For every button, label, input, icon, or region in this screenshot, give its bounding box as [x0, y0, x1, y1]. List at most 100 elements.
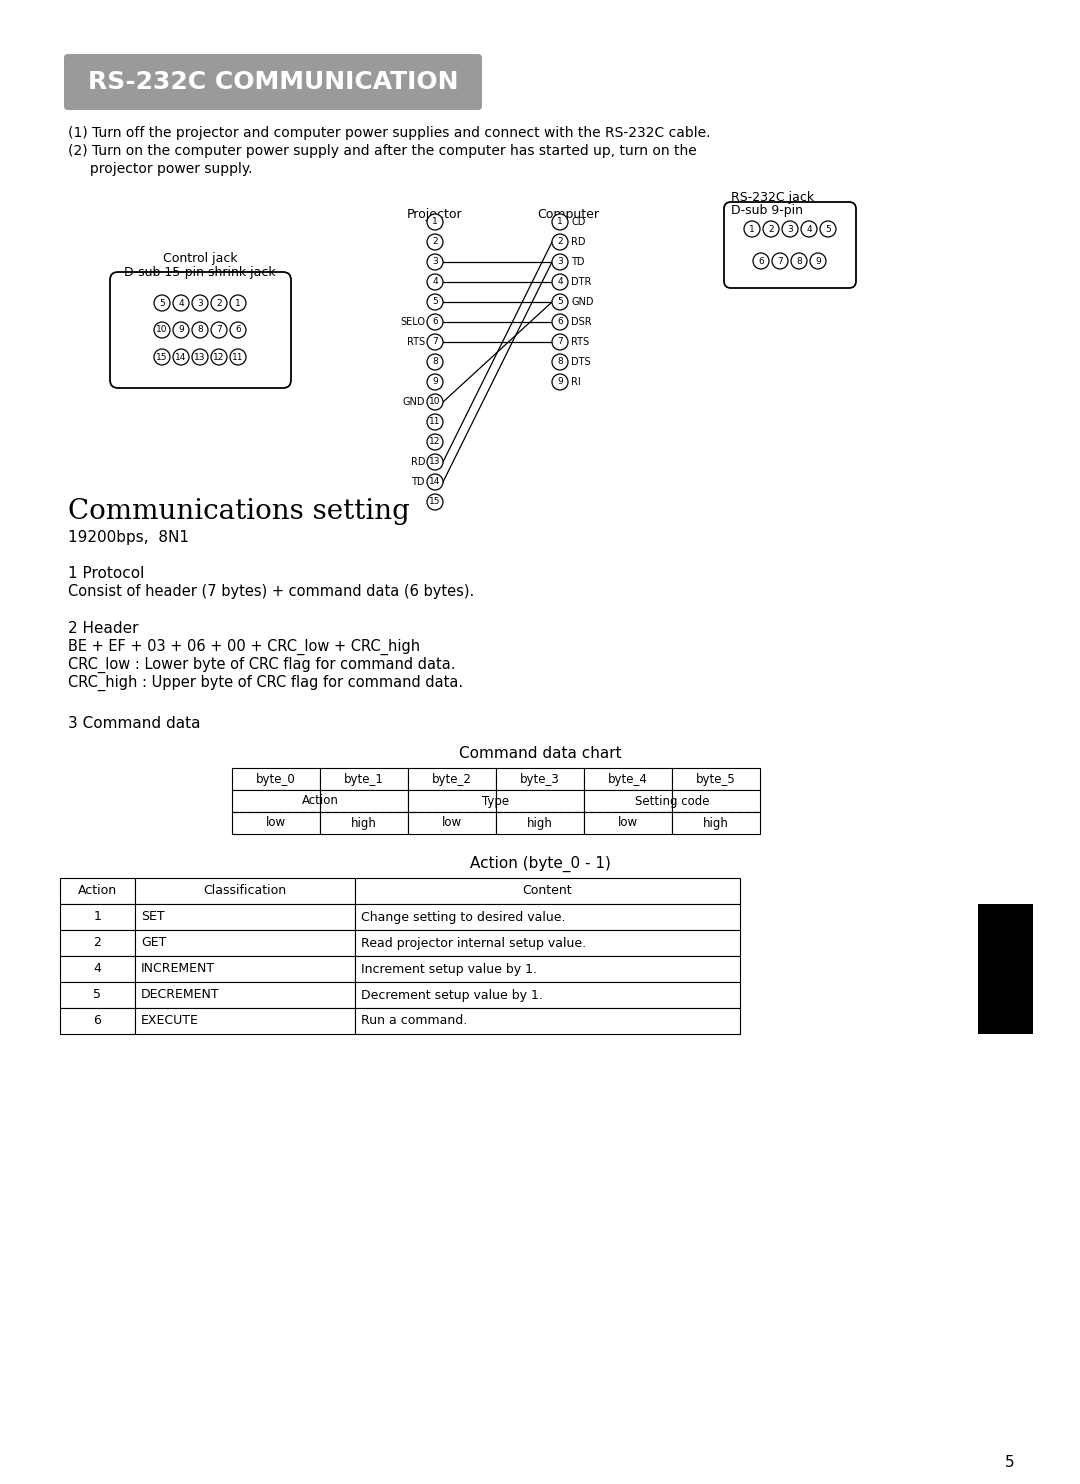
Text: GND: GND [571, 297, 594, 307]
Text: 5: 5 [159, 298, 165, 307]
Circle shape [552, 294, 568, 310]
Bar [355, 956, 740, 982]
Circle shape [192, 322, 208, 338]
Text: byte_0: byte_0 [256, 773, 296, 785]
Text: Read projector internal setup value.: Read projector internal setup value. [361, 936, 586, 950]
Circle shape [173, 322, 189, 338]
Text: 9: 9 [557, 377, 563, 386]
Bar [135, 1008, 355, 1034]
Circle shape [762, 221, 779, 237]
Text: Increment setup value by 1.: Increment setup value by 1. [361, 963, 537, 975]
Text: high: high [527, 816, 553, 830]
Text: EXECUTE: EXECUTE [141, 1015, 199, 1027]
Text: 1: 1 [432, 218, 437, 227]
Circle shape [552, 234, 568, 249]
Circle shape [427, 275, 443, 289]
Text: 13: 13 [194, 353, 206, 362]
Text: byte_3: byte_3 [521, 773, 559, 785]
Text: Content: Content [523, 884, 572, 898]
Text: Decrement setup value by 1.: Decrement setup value by 1. [361, 988, 543, 1002]
Text: 2 Header: 2 Header [68, 620, 138, 637]
Circle shape [173, 349, 189, 365]
Text: GET: GET [141, 936, 166, 950]
Text: DTR: DTR [571, 278, 592, 286]
Text: byte_5: byte_5 [697, 773, 735, 785]
Circle shape [753, 252, 769, 269]
Text: INCREMENT: INCREMENT [141, 963, 215, 975]
Circle shape [192, 295, 208, 312]
Text: DTS: DTS [571, 358, 591, 367]
Text: CD: CD [571, 217, 585, 227]
Bar [320, 789, 408, 812]
Circle shape [427, 473, 443, 490]
Text: (1) Turn off the projector and computer power supplies and connect with the RS-2: (1) Turn off the projector and computer … [68, 126, 711, 139]
Text: 8: 8 [198, 325, 203, 334]
Bar [135, 982, 355, 1008]
Circle shape [427, 214, 443, 230]
Text: 7: 7 [778, 257, 783, 266]
Circle shape [801, 221, 816, 237]
Circle shape [552, 254, 568, 270]
Text: RS-232C COMMUNICATION: RS-232C COMMUNICATION [87, 70, 458, 93]
Text: 4: 4 [806, 224, 812, 233]
FancyBboxPatch shape [724, 202, 856, 288]
Bar [60, 982, 135, 1008]
Text: byte_4: byte_4 [608, 773, 648, 785]
Bar [320, 769, 408, 789]
Text: 5: 5 [432, 297, 437, 307]
Circle shape [744, 221, 760, 237]
Text: RI: RI [571, 377, 581, 387]
Text: high: high [351, 816, 377, 830]
Circle shape [154, 295, 170, 312]
Bar [135, 956, 355, 982]
Text: Setting code: Setting code [635, 794, 710, 807]
Bar [135, 879, 355, 904]
Circle shape [211, 349, 227, 365]
Text: CRC_low : Lower byte of CRC flag for command data.: CRC_low : Lower byte of CRC flag for com… [68, 657, 456, 674]
Text: Classification: Classification [203, 884, 286, 898]
Text: 1: 1 [750, 224, 755, 233]
Text: 9: 9 [815, 257, 821, 266]
Circle shape [427, 254, 443, 270]
Text: 1: 1 [235, 298, 241, 307]
Circle shape [552, 374, 568, 390]
Bar [355, 982, 740, 1008]
Text: low: low [266, 816, 286, 830]
Text: SET: SET [141, 911, 164, 923]
Text: 2: 2 [94, 936, 102, 950]
Text: GND: GND [403, 398, 426, 407]
Circle shape [772, 252, 788, 269]
Bar [135, 904, 355, 930]
FancyBboxPatch shape [110, 272, 291, 387]
Text: Action (byte_0 - 1): Action (byte_0 - 1) [470, 856, 610, 873]
Text: 11: 11 [429, 417, 441, 426]
Circle shape [427, 355, 443, 370]
Text: RTS: RTS [571, 337, 589, 347]
Text: 6: 6 [432, 318, 437, 326]
Circle shape [782, 221, 798, 237]
Circle shape [192, 349, 208, 365]
Text: 14: 14 [175, 353, 187, 362]
Bar [320, 812, 408, 834]
Bar [496, 812, 584, 834]
Bar [60, 904, 135, 930]
Text: Projector: Projector [407, 208, 463, 221]
Text: 15: 15 [157, 353, 167, 362]
Circle shape [552, 214, 568, 230]
Text: Action: Action [301, 794, 338, 807]
Text: high: high [703, 816, 729, 830]
Bar [496, 789, 584, 812]
Circle shape [427, 454, 443, 470]
Text: 1: 1 [557, 218, 563, 227]
Circle shape [552, 275, 568, 289]
Text: byte_1: byte_1 [345, 773, 383, 785]
Text: 3: 3 [432, 258, 437, 267]
Circle shape [427, 334, 443, 350]
Text: TD: TD [411, 476, 426, 487]
Text: (2) Turn on the computer power supply and after the computer has started up, tur: (2) Turn on the computer power supply an… [68, 144, 697, 157]
Text: 9: 9 [178, 325, 184, 334]
Bar [672, 769, 760, 789]
Text: 9: 9 [432, 377, 437, 386]
Text: 12: 12 [430, 438, 441, 447]
Circle shape [427, 494, 443, 510]
